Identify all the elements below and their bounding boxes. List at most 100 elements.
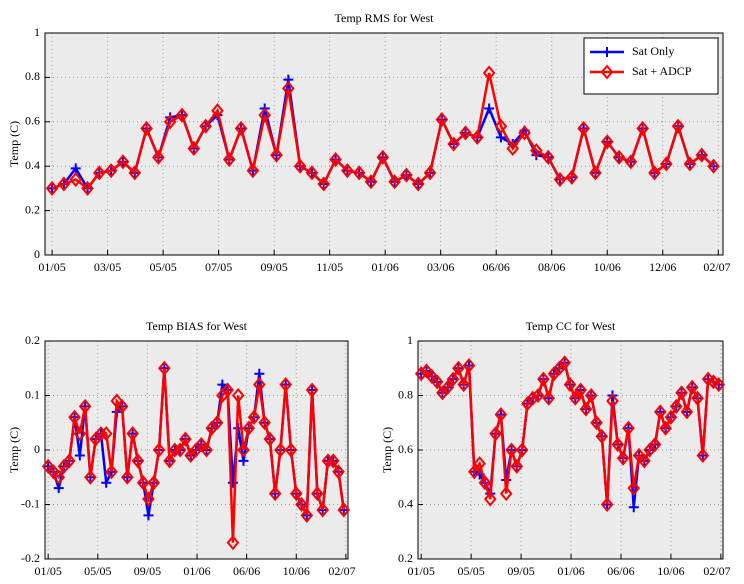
marker [595, 428, 609, 444]
marker [411, 176, 425, 192]
x-tick-label: 02/07 [328, 564, 355, 578]
marker [316, 502, 329, 518]
marker [495, 132, 506, 143]
y-tick-label: 0.8 [25, 69, 40, 83]
marker [136, 475, 150, 491]
marker [660, 156, 673, 172]
marker [541, 149, 555, 165]
marker [45, 180, 59, 196]
marker [217, 379, 228, 390]
marker [653, 404, 667, 420]
marker [457, 377, 470, 393]
y-tick-label: 0.4 [398, 496, 413, 510]
marker [680, 404, 694, 420]
x-tick-label: 09/05 [134, 564, 161, 578]
marker [52, 469, 66, 485]
marker [121, 469, 134, 485]
marker [388, 174, 401, 190]
x-tick-label: 05/05 [149, 260, 176, 274]
marker [483, 491, 497, 507]
marker [332, 464, 345, 480]
marker [671, 118, 685, 134]
y-tick-label: 0.6 [25, 114, 40, 128]
marker [506, 140, 520, 157]
marker [152, 442, 166, 458]
marker [600, 134, 614, 150]
series-line [47, 368, 346, 543]
marker [537, 371, 550, 387]
marker [638, 453, 651, 469]
marker [253, 377, 266, 393]
marker [101, 477, 112, 488]
marker [73, 426, 87, 442]
x-tick-label: 01/05 [34, 564, 61, 578]
chart-title: Temp RMS for West [335, 11, 435, 25]
x-tick-label: 03/06 [427, 260, 454, 274]
marker [199, 118, 212, 134]
marker [590, 415, 603, 431]
marker [611, 436, 625, 453]
marker [518, 125, 531, 141]
marker [94, 426, 108, 442]
marker [293, 158, 307, 174]
y-tick-label: -0.2 [21, 551, 40, 565]
marker [168, 442, 182, 458]
marker [659, 420, 672, 436]
marker [462, 357, 476, 374]
marker [263, 431, 277, 447]
marker [81, 180, 94, 196]
marker [93, 165, 106, 181]
marker [152, 149, 165, 165]
chart-title: Temp CC for West [526, 319, 616, 333]
marker [565, 169, 579, 185]
marker [321, 453, 335, 469]
marker [364, 174, 378, 190]
marker [568, 390, 582, 406]
marker [78, 398, 92, 414]
marker [423, 165, 437, 181]
marker [400, 167, 413, 183]
marker [74, 450, 85, 461]
marker [574, 382, 587, 398]
marker [279, 377, 293, 393]
marker [237, 442, 250, 458]
marker [612, 149, 626, 165]
marker [221, 382, 234, 398]
marker [499, 486, 513, 502]
marker [447, 136, 460, 152]
x-tick-label: 02/07 [703, 260, 730, 274]
y-tick-label: 0.2 [25, 202, 40, 216]
marker [289, 486, 303, 502]
marker [627, 480, 641, 496]
marker [685, 379, 699, 395]
marker [489, 426, 502, 442]
marker [282, 80, 295, 97]
marker [147, 475, 161, 491]
marker [270, 147, 283, 163]
marker [173, 442, 187, 458]
marker [116, 154, 130, 170]
marker [157, 360, 171, 376]
y-tick-label: 0.6 [398, 442, 413, 456]
x-tick-label: 01/06 [557, 564, 584, 578]
marker [329, 151, 342, 168]
marker [515, 442, 529, 458]
x-tick-label: 10/06 [283, 564, 310, 578]
marker [258, 415, 271, 431]
marker [505, 442, 518, 458]
marker [126, 426, 139, 442]
chart-title: Temp BIAS for West [146, 319, 248, 333]
marker [482, 65, 496, 81]
x-tick-label: 12/06 [649, 260, 676, 274]
marker [105, 464, 118, 480]
marker [708, 161, 719, 172]
plot-frame [44, 32, 724, 256]
marker [284, 442, 298, 458]
marker [187, 140, 201, 157]
marker [68, 409, 81, 425]
marker [695, 147, 709, 163]
marker [246, 163, 260, 179]
marker [530, 143, 543, 159]
x-tick-label: 01/06 [372, 260, 399, 274]
